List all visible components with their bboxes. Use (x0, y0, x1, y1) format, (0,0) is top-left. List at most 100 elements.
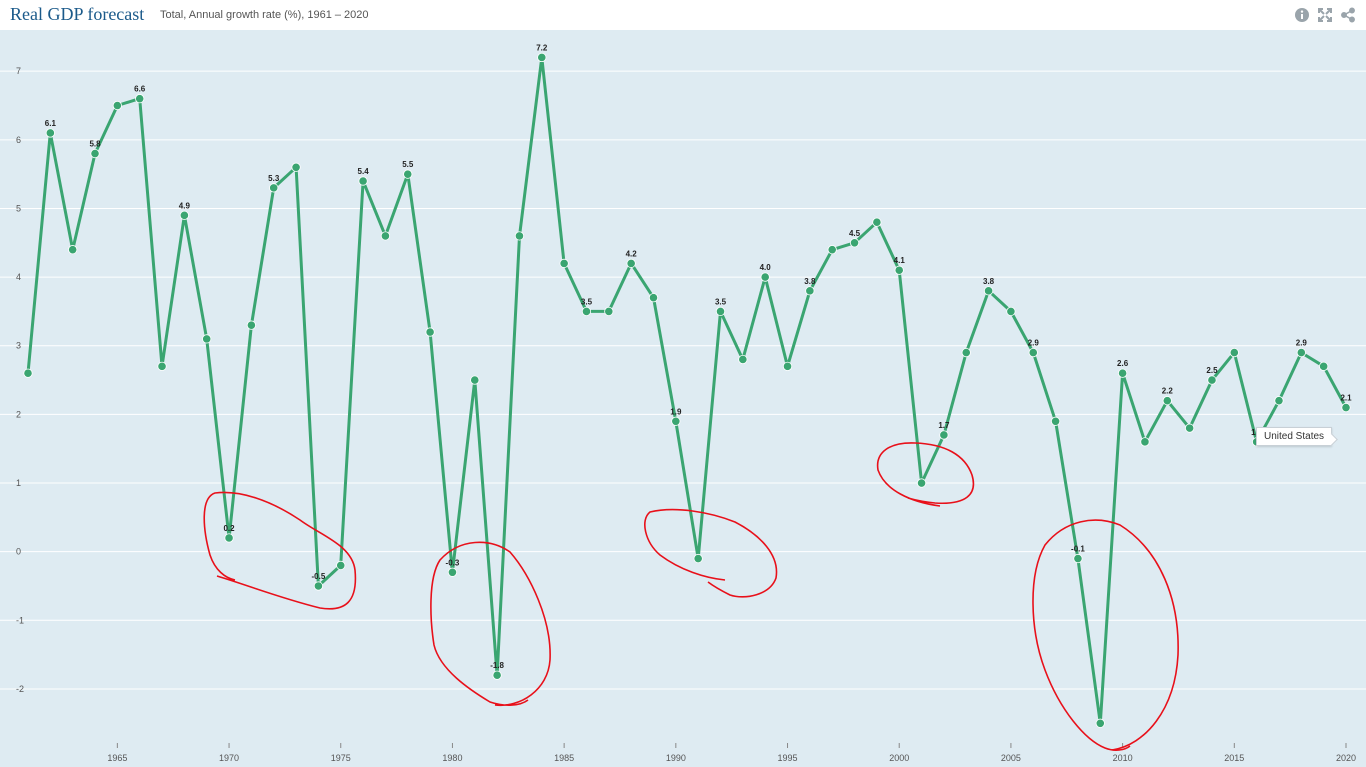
data-point[interactable] (492, 670, 502, 680)
data-point[interactable] (671, 416, 681, 426)
fullscreen-icon[interactable] (1317, 7, 1333, 23)
x-tick-label: 1980 (442, 753, 462, 763)
data-point[interactable] (202, 334, 212, 344)
data-point[interactable] (1118, 368, 1128, 378)
chart-subtitle: Total, Annual growth rate (%), 1961 – 20… (160, 9, 369, 21)
data-point[interactable] (269, 183, 279, 193)
data-point[interactable] (224, 533, 234, 543)
data-point[interactable] (514, 231, 525, 241)
annotation-circle-2001 (876, 442, 975, 507)
data-point[interactable] (1229, 348, 1239, 358)
data-point[interactable] (983, 286, 994, 296)
x-tick-label: 2015 (1224, 753, 1244, 763)
data-point[interactable] (447, 567, 458, 577)
data-point[interactable] (45, 128, 55, 138)
data-point[interactable] (537, 52, 547, 63)
data-point[interactable] (715, 306, 726, 317)
data-label: 3.8 (983, 277, 995, 286)
data-label: 5.5 (402, 160, 414, 169)
data-point[interactable] (693, 553, 703, 564)
plot-background (0, 30, 1366, 767)
data-point[interactable] (1162, 396, 1172, 406)
data-point[interactable] (559, 258, 569, 268)
data-point[interactable] (894, 265, 904, 275)
line-chart: -2 -1 0 1 2 3 4 5 6 7 1965 1970 1975 1980 1985 1990 199… (0, 30, 1366, 767)
data-point[interactable] (1185, 423, 1195, 433)
data-point[interactable] (313, 581, 324, 591)
y-tick-label: 1 (16, 478, 21, 488)
x-tick-label: 2010 (1113, 753, 1133, 763)
x-tick-label: 1995 (778, 753, 798, 763)
data-point[interactable] (581, 306, 592, 317)
data-point[interactable] (939, 430, 949, 440)
data-label: 2.9 (1028, 339, 1040, 348)
y-tick-label: 3 (16, 341, 21, 351)
data-label: 2.6 (1117, 359, 1129, 368)
data-point[interactable] (827, 245, 837, 255)
y-tick-label: 4 (16, 272, 21, 282)
data-point[interactable] (291, 162, 301, 172)
annotation-circle-2009 (1032, 519, 1179, 751)
data-point[interactable] (470, 375, 480, 385)
data-point[interactable] (1296, 348, 1306, 358)
data-point[interactable] (1341, 402, 1351, 413)
data-point[interactable] (1140, 437, 1150, 447)
data-label: 3.5 (581, 297, 593, 306)
data-point[interactable] (1319, 361, 1329, 371)
data-point[interactable] (112, 100, 122, 111)
data-point[interactable] (358, 176, 368, 186)
data-point[interactable] (1050, 416, 1061, 426)
data-point[interactable] (1274, 396, 1284, 406)
data-point[interactable] (90, 148, 100, 159)
data-point[interactable] (872, 217, 882, 227)
y-tick-label: 7 (16, 66, 21, 76)
y-axis: -2 -1 0 1 2 3 4 5 6 7 (16, 66, 24, 694)
data-point[interactable] (68, 245, 78, 255)
data-point[interactable] (738, 354, 748, 365)
data-label: 4.5 (849, 229, 861, 238)
data-label: -0.1 (1071, 545, 1085, 554)
data-label: 1.7 (938, 421, 950, 430)
data-point[interactable] (961, 348, 971, 358)
data-point[interactable] (604, 306, 614, 317)
data-point[interactable] (157, 361, 167, 371)
data-point[interactable] (135, 94, 145, 104)
y-tick-label: 6 (16, 135, 21, 145)
data-point[interactable] (1073, 553, 1083, 564)
gridlines (0, 70, 1366, 690)
data-point[interactable] (648, 293, 659, 303)
annotation-circle-1991 (644, 508, 778, 598)
data-label: 6.6 (134, 85, 146, 94)
data-point[interactable] (1207, 375, 1217, 385)
data-point[interactable] (626, 258, 636, 268)
data-point[interactable] (916, 478, 927, 488)
data-label: 6.1 (45, 119, 57, 128)
x-tick-label: 1985 (554, 753, 574, 763)
data-point[interactable] (23, 368, 33, 378)
data-point[interactable] (760, 272, 770, 282)
data-point[interactable] (805, 286, 815, 296)
annotation-circle-1981 (430, 541, 551, 707)
data-point[interactable] (1028, 348, 1038, 358)
data-point[interactable] (336, 560, 346, 570)
data-point[interactable] (380, 231, 391, 241)
data-point[interactable] (849, 238, 860, 248)
info-icon[interactable] (1294, 7, 1310, 23)
data-label: 4.9 (179, 201, 191, 210)
y-tick-label: -2 (16, 684, 24, 694)
data-label: 4.0 (760, 263, 772, 272)
data-point[interactable] (403, 169, 413, 179)
x-tick-label: 2020 (1336, 753, 1356, 763)
x-tick-label: 1970 (219, 753, 239, 763)
data-point[interactable] (1095, 718, 1105, 728)
data-point[interactable] (1006, 306, 1016, 317)
data-label: 4.2 (626, 249, 638, 258)
data-point[interactable] (246, 320, 256, 330)
data-point[interactable] (179, 210, 189, 220)
data-point[interactable] (782, 361, 793, 371)
y-tick-label: 0 (16, 547, 21, 557)
x-tick-label: 1990 (666, 753, 686, 763)
series-line-united-states (26, 56, 1348, 725)
share-icon[interactable] (1340, 7, 1356, 23)
data-point[interactable] (425, 327, 435, 337)
